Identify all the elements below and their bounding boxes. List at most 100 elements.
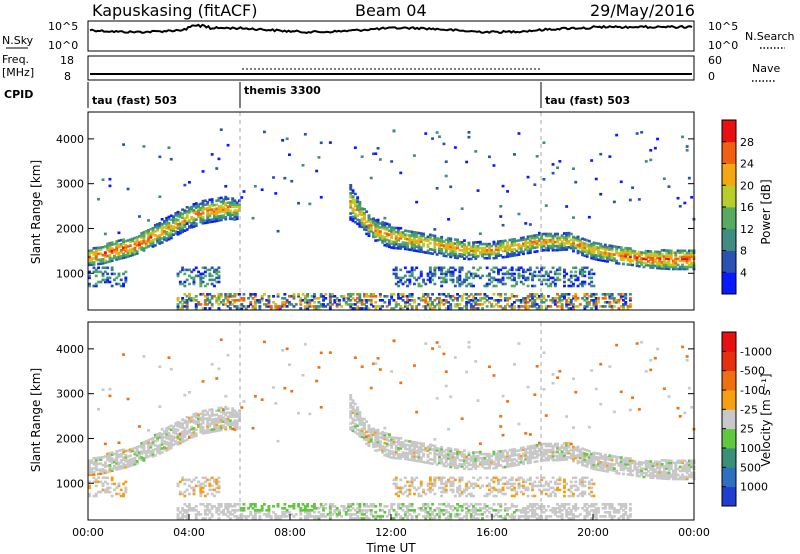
velocity-cell [426, 513, 430, 516]
power-colorbar-label: 4 [740, 266, 747, 279]
power-cell [308, 301, 312, 304]
power-cell [488, 301, 491, 304]
power-cell [258, 307, 262, 310]
velocity-cell [353, 412, 357, 416]
power-cell [528, 266, 532, 270]
power-cell [499, 205, 503, 208]
velocity-cell [140, 444, 144, 447]
power-cell [110, 257, 114, 260]
power-cell [106, 280, 110, 284]
velocity-cell [188, 507, 191, 510]
power-cell [103, 266, 107, 270]
velocity-cell [306, 511, 310, 514]
velocity-cell [467, 463, 471, 467]
power-cell [517, 305, 521, 308]
velocity-cell [233, 419, 237, 422]
velocity-cell [210, 418, 214, 421]
velocity-cell [369, 386, 373, 390]
power-cell [428, 299, 432, 302]
velocity-cell [503, 515, 507, 518]
velocity-cell [376, 434, 380, 438]
power-cell [553, 240, 557, 244]
power-cell [210, 295, 214, 298]
power-cell [574, 270, 578, 274]
velocity-cell [390, 452, 394, 455]
velocity-cell [508, 458, 512, 462]
velocity-cell [451, 460, 455, 463]
power-cell [478, 232, 482, 235]
power-cell [90, 249, 94, 252]
velocity-cell [153, 435, 157, 439]
velocity-cell [278, 515, 282, 518]
power-cell [513, 238, 516, 241]
power-cell [399, 245, 403, 248]
velocity-cell [131, 447, 135, 451]
power-cell [394, 305, 398, 308]
power-cell [465, 272, 469, 276]
power-cell [467, 282, 471, 286]
power-cell [449, 305, 453, 308]
power-cell [419, 234, 423, 237]
power-cell [374, 295, 378, 298]
power-cell [160, 218, 164, 221]
power-cell [560, 293, 564, 296]
velocity-cell [201, 427, 205, 431]
power-cell [551, 238, 555, 242]
power-cell [594, 299, 598, 302]
power-cell [356, 204, 360, 207]
velocity-cell [442, 476, 446, 480]
power-cell [176, 297, 180, 300]
velocity-cell [253, 513, 257, 516]
power-cell [547, 232, 550, 236]
power-cell [115, 282, 119, 286]
power-cell [210, 297, 214, 300]
power-cell [374, 301, 378, 304]
velocity-cell [224, 411, 228, 415]
power-cell [117, 272, 121, 276]
power-cell [585, 305, 589, 308]
power-cell [165, 239, 169, 242]
velocity-cell [401, 517, 405, 520]
velocity-cell [497, 460, 500, 463]
power-cell [687, 265, 691, 269]
power-cell [531, 301, 534, 304]
power-cell [440, 276, 444, 280]
velocity-cell [192, 415, 196, 418]
power-cell [349, 216, 353, 219]
velocity-cell [506, 457, 509, 460]
power-cell [447, 301, 450, 304]
power-cell [426, 274, 430, 278]
velocity-cell [488, 454, 491, 458]
power-cell [522, 274, 525, 278]
power-cell [497, 248, 500, 251]
power-cell [449, 253, 453, 257]
velocity-cell [185, 515, 189, 518]
power-cell [522, 242, 525, 245]
velocity-cell [381, 451, 385, 454]
power-cell [410, 272, 414, 276]
velocity-cell [506, 482, 509, 486]
power-cell [497, 250, 500, 253]
power-cell [583, 254, 587, 257]
velocity-cell [449, 515, 453, 518]
power-cell [581, 253, 584, 257]
velocity-cell [108, 394, 112, 398]
power-cell [235, 209, 239, 212]
velocity-cell [497, 515, 500, 518]
power-cell [103, 245, 107, 248]
power-cell [483, 250, 487, 254]
power-cell [401, 299, 405, 302]
velocity-cell [463, 488, 466, 492]
power-cell [206, 213, 210, 216]
power-cell [390, 240, 394, 243]
velocity-cell [360, 513, 364, 516]
power-cell [233, 201, 237, 204]
power-cell [378, 234, 382, 237]
power-cell [94, 270, 98, 274]
power-cell [376, 232, 380, 236]
power-cell [603, 245, 607, 249]
power-cell [633, 252, 637, 255]
velocity-cell [451, 505, 455, 508]
power-cell [687, 251, 691, 255]
